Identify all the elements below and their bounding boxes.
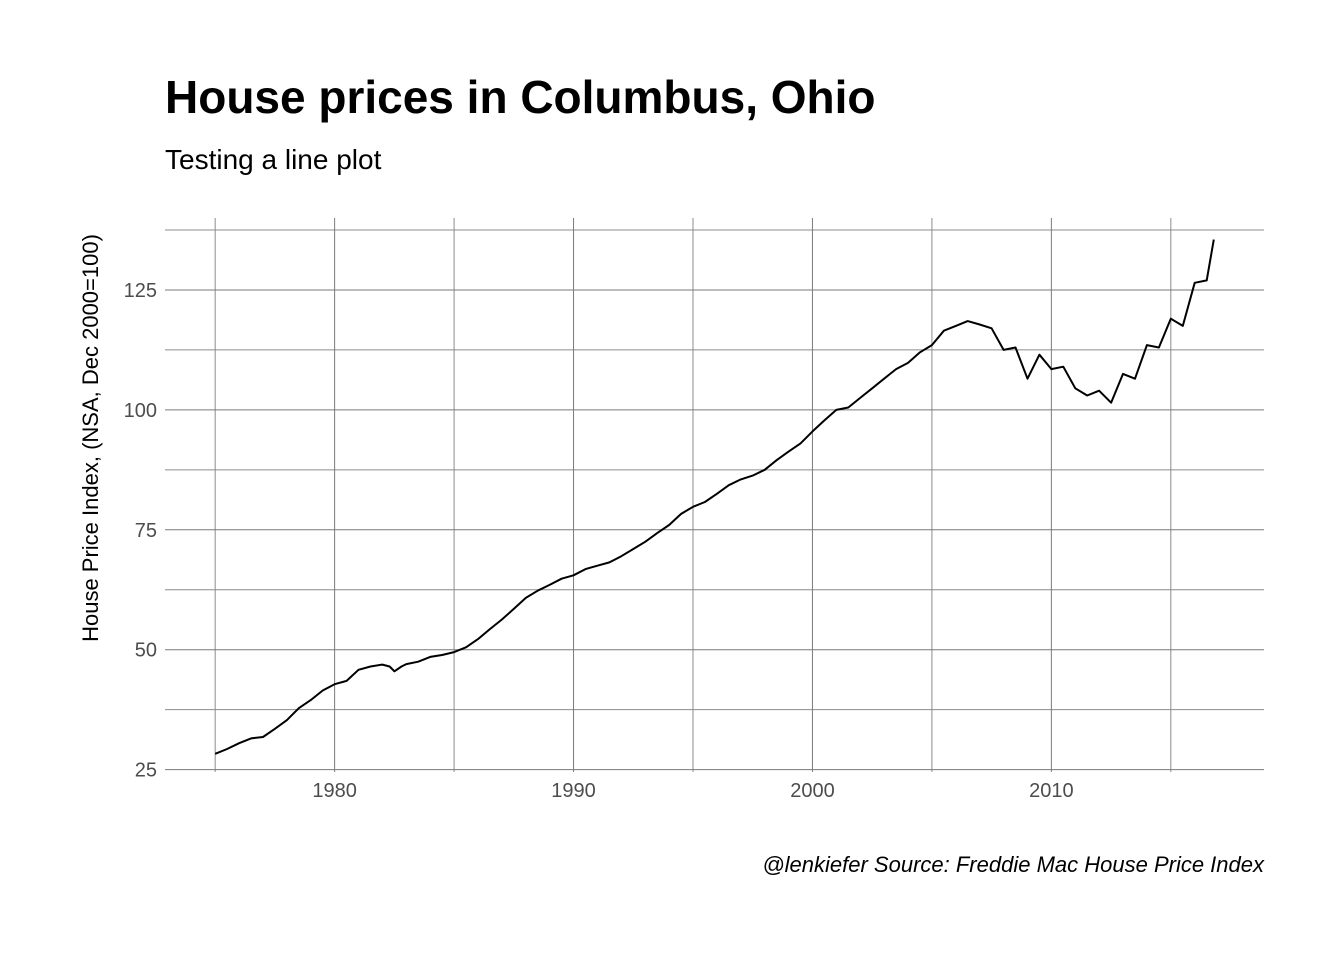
x-tick-label: 2010 bbox=[1029, 780, 1074, 802]
y-tick-label: 125 bbox=[124, 280, 157, 302]
y-tick-label: 50 bbox=[135, 640, 157, 662]
tick-labels: 1980 1990 2000 2010 25 50 75 100 125 bbox=[124, 280, 1074, 802]
y-tick-label: 75 bbox=[135, 520, 157, 542]
chart-title: House prices in Columbus, Ohio bbox=[165, 71, 876, 123]
x-tick-label: 1990 bbox=[551, 780, 596, 802]
y-axis-label: House Price Index, (NSA, Dec 2000=100) bbox=[78, 234, 103, 642]
series-group bbox=[214, 239, 1215, 755]
x-tick-label: 2000 bbox=[790, 780, 835, 802]
y-tick-label: 25 bbox=[135, 760, 157, 782]
series-line bbox=[214, 239, 1215, 755]
y-tick-label: 100 bbox=[124, 400, 157, 422]
chart-caption: @lenkiefer Source: Freddie Mac House Pri… bbox=[762, 852, 1264, 877]
x-tick-label: 1980 bbox=[312, 780, 357, 802]
major-gridlines bbox=[165, 218, 1264, 772]
chart-subtitle: Testing a line plot bbox=[165, 144, 382, 175]
minor-gridlines bbox=[165, 218, 1264, 772]
